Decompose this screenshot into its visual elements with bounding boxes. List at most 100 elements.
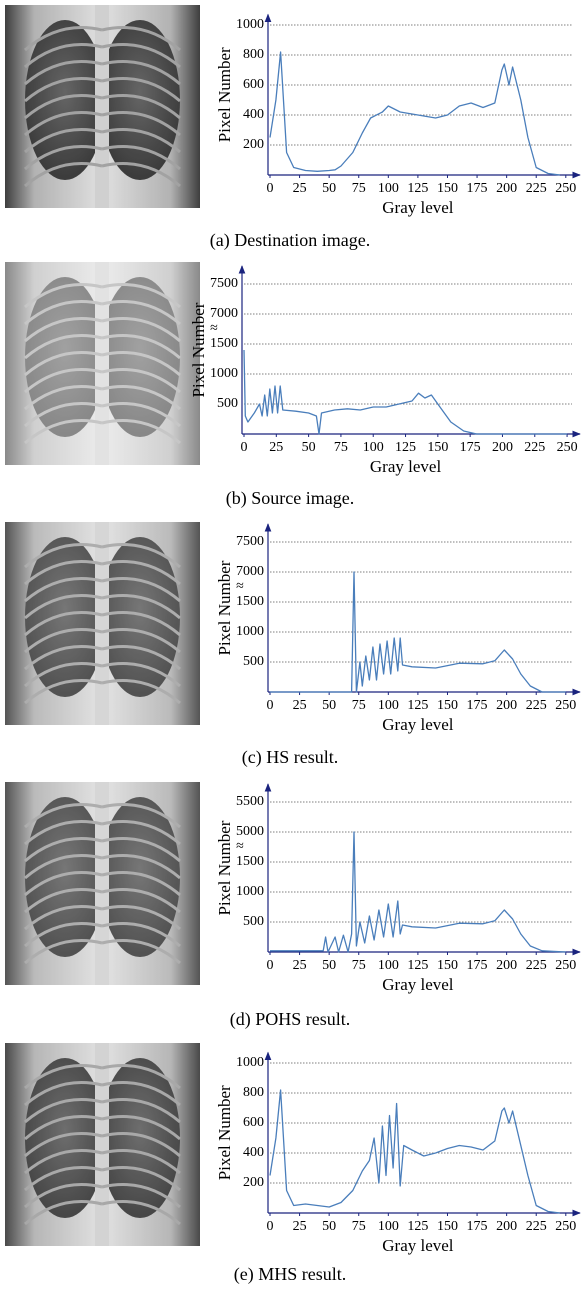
rib [24, 419, 103, 445]
rib [24, 60, 103, 86]
rib [24, 162, 103, 188]
y-axis-label: Pixel Number [215, 820, 234, 915]
rib [24, 871, 103, 897]
rib [24, 1115, 103, 1141]
y-tick-label: 200 [243, 1175, 264, 1190]
histogram-line [243, 349, 568, 435]
x-tick-label: 250 [555, 1219, 576, 1234]
rib [101, 26, 181, 52]
rib [101, 351, 181, 377]
x-tick-label: 100 [378, 958, 399, 973]
rib [101, 628, 181, 654]
rib [24, 283, 103, 309]
x-tick-label: 0 [267, 958, 274, 973]
y-tick-label: 7500 [210, 276, 238, 291]
y-tick-label: 500 [217, 396, 238, 411]
x-tick-label: 0 [267, 698, 274, 713]
x-tick-label: 200 [492, 440, 513, 455]
rib [24, 1132, 103, 1158]
rib [24, 402, 103, 428]
x-tick-label: 25 [269, 440, 283, 455]
x-tick-label: 125 [407, 958, 428, 973]
x-tick-label: 150 [437, 958, 458, 973]
x-axis-label: Gray level [370, 457, 442, 476]
rib [24, 94, 103, 120]
x-tick-label: 225 [526, 181, 547, 196]
rib [101, 111, 181, 137]
y-tick-label: 800 [243, 47, 264, 62]
rib [101, 905, 181, 931]
x-tick-label: 50 [322, 1219, 336, 1234]
x-tick-label: 100 [378, 698, 399, 713]
rib [24, 543, 103, 569]
x-axis-label: Gray level [382, 975, 454, 994]
y-tick-label: 600 [243, 77, 264, 92]
y-tick-label: 500 [243, 654, 264, 669]
x-tick-label: 175 [467, 1219, 488, 1234]
x-tick-label: 50 [302, 440, 316, 455]
rib [101, 1064, 181, 1090]
rib [24, 43, 103, 69]
x-tick-label: 75 [352, 1219, 366, 1234]
rib [101, 368, 181, 394]
x-tick-label: 150 [427, 440, 448, 455]
rib [101, 611, 181, 637]
rib [101, 317, 181, 343]
x-tick-label: 200 [496, 181, 517, 196]
rib [24, 1098, 103, 1124]
rib [24, 560, 103, 586]
x-tick-label: 75 [352, 181, 366, 196]
x-tick-label: 125 [395, 440, 416, 455]
rib [24, 939, 103, 965]
axis-break: ≈ [236, 579, 244, 594]
rib [24, 1166, 103, 1192]
rib [24, 77, 103, 103]
rib [101, 1149, 181, 1175]
rib [101, 1200, 181, 1226]
x-tick-label: 50 [322, 958, 336, 973]
rib [101, 820, 181, 846]
rib [101, 1132, 181, 1158]
y-tick-label: 1000 [210, 366, 238, 381]
x-tick-label: 150 [437, 698, 458, 713]
x-tick-label: 125 [407, 698, 428, 713]
rib [24, 577, 103, 603]
rib [24, 317, 103, 343]
rib [101, 922, 181, 948]
rib [24, 905, 103, 931]
rib [24, 922, 103, 948]
rib [101, 560, 181, 586]
y-axis-label: Pixel Number [215, 47, 234, 142]
spine [95, 1043, 109, 1246]
rib [101, 77, 181, 103]
x-tick-label: 0 [267, 181, 274, 196]
rib [101, 128, 181, 154]
x-tick-label: 200 [496, 698, 517, 713]
rib [101, 162, 181, 188]
xray-image [5, 5, 200, 208]
rib [101, 145, 181, 171]
rib [101, 300, 181, 326]
rib [24, 145, 103, 171]
x-tick-label: 0 [241, 440, 248, 455]
axis-break: ≈ [236, 839, 244, 854]
x-axis-label: Gray level [382, 1236, 454, 1255]
rib [24, 645, 103, 671]
x-tick-label: 225 [524, 440, 545, 455]
x-tick-label: 25 [293, 958, 307, 973]
caption: (e) MHS result. [234, 1264, 346, 1285]
x-tick-label: 175 [467, 958, 488, 973]
rib [24, 1200, 103, 1226]
y-tick-label: 500 [243, 914, 264, 929]
rib [24, 368, 103, 394]
rib [101, 803, 181, 829]
y-tick-label: 1500 [210, 336, 238, 351]
rib [101, 837, 181, 863]
rib [24, 385, 103, 411]
xray-image [5, 1043, 200, 1246]
rib [24, 820, 103, 846]
x-axis-label: Gray level [382, 715, 454, 734]
rib [101, 334, 181, 360]
x-tick-label: 175 [467, 698, 488, 713]
spine [95, 782, 109, 985]
